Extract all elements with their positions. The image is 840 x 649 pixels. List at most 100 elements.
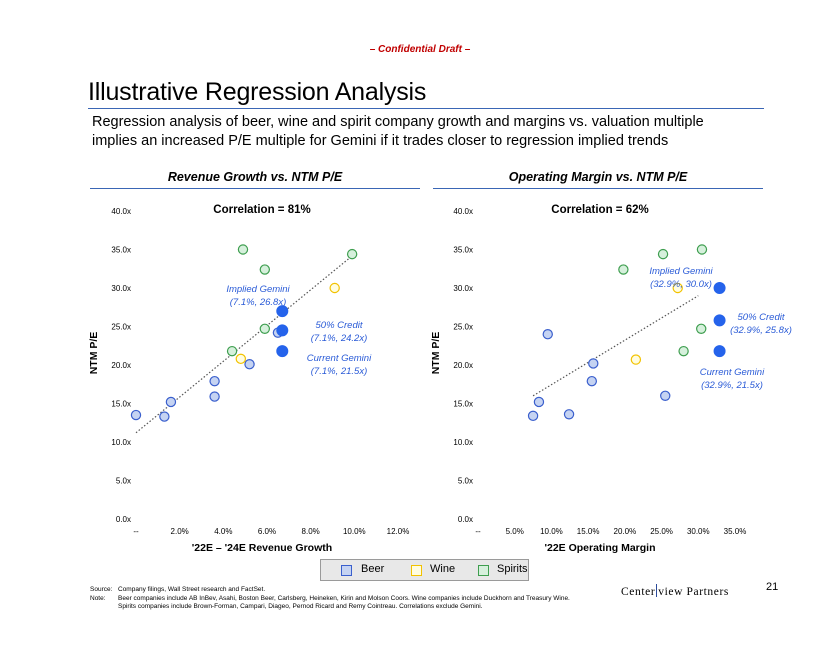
- chart1-x-axis-title: '22E – '24E Revenue Growth: [192, 542, 332, 554]
- chart2-y-tick-label: 10.0x: [453, 438, 473, 447]
- footnotes: Source: Company filings, Wall Street rese…: [90, 586, 570, 612]
- source-text: Company filings, Wall Street research an…: [118, 586, 266, 593]
- chart1-wine-point: [235, 353, 246, 365]
- chart1-gemini-label: 50% Credit: [316, 320, 363, 331]
- chart2-trendline: [532, 295, 699, 397]
- chart1-y-tick-label: 15.0x: [111, 400, 131, 409]
- logo-text-left: Center: [621, 586, 656, 598]
- chart2-wine-point: [630, 354, 642, 365]
- chart2-beer-point: [563, 409, 575, 420]
- legend-beer-label: Beer: [361, 563, 385, 575]
- chart1-y-tick-label: 35.0x: [111, 246, 131, 255]
- chart2-beer-point: [542, 329, 553, 340]
- chart2-beer-point: [660, 390, 671, 401]
- chart2-correlation-label: Correlation = 62%: [551, 204, 648, 216]
- chart2-x-tick-label: 20.0%: [614, 527, 637, 536]
- chart2-x-tick-label: 30.0%: [687, 527, 710, 536]
- page-number: 21: [766, 581, 779, 593]
- chart2-spirits-point: [696, 323, 707, 335]
- chart1-x-tick-label: 12.0%: [387, 527, 410, 536]
- chart2-beer-point: [527, 410, 539, 422]
- chart1-x-tick-label: 2.0%: [171, 527, 189, 536]
- chart1-beer-point: [159, 411, 170, 422]
- chart2-beer-point: [588, 358, 599, 369]
- chart2-x-axis-title: '22E Operating Margin: [544, 542, 655, 554]
- chart1-beer-point: [130, 409, 142, 421]
- chart1-gemini-point: [276, 305, 289, 318]
- note-line-1: Beer companies include AB InBev, Asahi, …: [118, 594, 570, 602]
- title-divider: [88, 108, 764, 109]
- chart2-spirits-point: [618, 264, 629, 275]
- chart1-spirits-point: [259, 264, 271, 275]
- chart1-x-tick-label: --: [133, 527, 139, 536]
- legend-wine-swatch: [411, 565, 422, 576]
- logo-text-right: view Partners: [658, 586, 729, 598]
- chart1-y-tick-label: 0.0x: [116, 515, 131, 524]
- legend-wine-label: Wine: [430, 563, 456, 575]
- chart1-spirits-point: [346, 248, 358, 260]
- chart1-gemini-point: [276, 345, 289, 358]
- chart1-gemini-sublabel: (7.1%, 26.8x): [230, 297, 287, 308]
- chart1-y-axis-title: NTM P/E: [88, 332, 100, 375]
- chart2-x-tick-label: 5.0%: [506, 527, 524, 536]
- chart2-gemini-label: Current Gemini: [700, 367, 765, 378]
- logo-divider: [656, 584, 658, 597]
- chart1-beer-point: [209, 391, 220, 402]
- chart1-x-tick-label: 10.0%: [343, 527, 366, 536]
- chart2-spirits-point: [696, 244, 708, 255]
- chart1-trendline: [135, 253, 355, 434]
- chart2-x-tick-label: 15.0%: [577, 527, 600, 536]
- legend-spirits-label: Spirits: [497, 563, 528, 575]
- chart2-wine-point: [672, 282, 683, 294]
- chart1-y-tick-label: 25.0x: [111, 323, 131, 332]
- chart2-beer-point: [533, 396, 545, 408]
- chart2-y-tick-label: 35.0x: [453, 246, 473, 255]
- chart2-title-divider: [433, 188, 763, 189]
- chart1-y-tick-label: 30.0x: [111, 284, 131, 293]
- chart1-gemini-label: Implied Gemini: [226, 284, 290, 295]
- chart2-gemini-label: Implied Gemini: [649, 266, 713, 277]
- chart2-title: Operating Margin vs. NTM P/E: [508, 170, 688, 184]
- chart2-spirits-point: [657, 248, 669, 260]
- chart2-y-tick-label: 5.0x: [458, 477, 473, 486]
- chart1-y-tick-label: 40.0x: [111, 207, 131, 216]
- legend: Beer Wine Spirits: [320, 559, 529, 581]
- chart1-y-tick-label: 10.0x: [111, 438, 131, 447]
- chart1-beer-point: [244, 359, 255, 370]
- chart2-y-tick-label: 20.0x: [453, 361, 473, 370]
- chart1-gemini-label: Current Gemini: [307, 353, 372, 364]
- page-title: Illustrative Regression Analysis: [88, 78, 427, 106]
- note-line-2: Spirits companies include Brown-Forman, …: [118, 603, 483, 611]
- chart1-spirits-point: [226, 345, 238, 357]
- legend-beer-swatch: [341, 565, 352, 576]
- chart1-spirits-point: [237, 244, 249, 255]
- chart2-y-tick-label: 40.0x: [453, 207, 473, 216]
- chart1-x-tick-label: 8.0%: [302, 527, 320, 536]
- note-label: Note:: [90, 594, 106, 602]
- chart2-y-tick-label: 30.0x: [453, 284, 473, 293]
- chart1-spirits-point: [259, 323, 271, 335]
- source-label: Source:: [90, 586, 113, 593]
- chart1-gemini-sublabel: (7.1%, 24.2x): [311, 333, 368, 344]
- chart1-y-tick-label: 5.0x: [116, 477, 131, 486]
- chart2-gemini-sublabel: (32.9%, 30.0x): [650, 279, 712, 290]
- page-subtitle: Regression analysis of beer, wine and sp…: [92, 114, 704, 149]
- chart2-gemini-point: [713, 345, 726, 358]
- chart1-x-tick-label: 6.0%: [258, 527, 276, 536]
- chart1-x-tick-label: 4.0%: [214, 527, 232, 536]
- chart2-x-tick-label: --: [475, 527, 481, 536]
- chart2-gemini-sublabel: (32.9%, 21.5x): [701, 380, 763, 391]
- chart1-gemini-point: [276, 324, 289, 337]
- company-logo: Center view Partners: [621, 584, 729, 598]
- confidential-draft-label: – Confidential Draft –: [369, 44, 471, 55]
- chart2-x-tick-label: 35.0%: [724, 527, 747, 536]
- chart1-y-tick-label: 20.0x: [111, 361, 131, 370]
- chart1-title-divider: [90, 188, 420, 189]
- chart1-title: Revenue Growth vs. NTM P/E: [167, 170, 343, 184]
- chart1-wine-point: [329, 282, 340, 294]
- chart1-beer-point: [209, 375, 220, 387]
- chart2-y-tick-label: 25.0x: [453, 323, 473, 332]
- legend-spirits-swatch: [478, 565, 489, 576]
- chart2-x-tick-label: 10.0%: [540, 527, 563, 536]
